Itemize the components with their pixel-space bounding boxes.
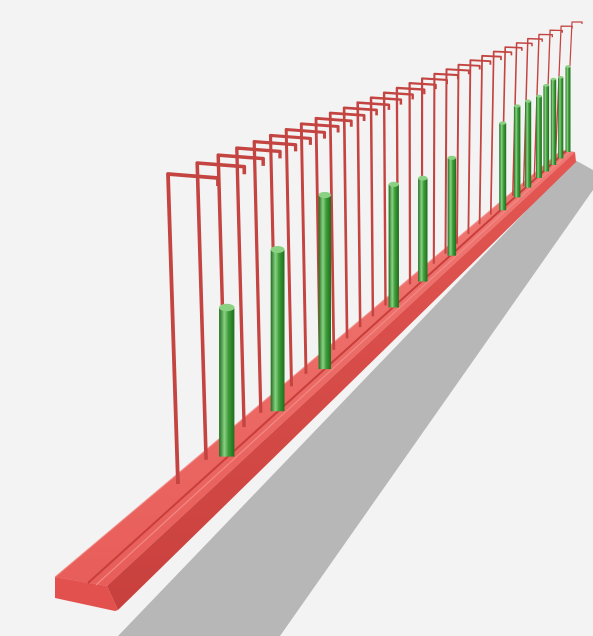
green-stem-cap: [318, 191, 331, 199]
wire-brackets: [166, 21, 583, 485]
green-stem-body: [525, 101, 532, 188]
green-stem: [318, 191, 331, 370]
green-stem: [565, 65, 571, 152]
green-stem-body: [513, 106, 521, 198]
green-stem-cap: [447, 155, 457, 160]
wire-bracket: [195, 161, 247, 460]
green-stems: [219, 65, 571, 457]
green-stem: [550, 77, 557, 165]
green-stem-body: [550, 79, 557, 165]
green-stem-body: [565, 66, 571, 152]
wire-bracket: [216, 153, 265, 443]
rail-top-face: [55, 150, 575, 586]
wire-bracket: [489, 50, 513, 215]
green-stem: [536, 94, 542, 178]
rail-groove-2: [95, 151, 571, 586]
green-stem-cap: [565, 65, 571, 68]
green-stem-cap: [388, 181, 399, 187]
green-stem-body: [558, 77, 564, 159]
wire-bracket: [314, 116, 353, 362]
green-stem: [543, 84, 550, 172]
green-stem-body: [499, 123, 507, 211]
green-stem: [447, 155, 457, 256]
green-stem-cap: [536, 94, 542, 98]
green-stem-cap: [550, 77, 557, 81]
rail-edge-highlight: [54, 149, 563, 578]
wire-bracket: [342, 106, 378, 339]
green-stem: [270, 246, 285, 412]
green-stem-cap: [513, 104, 521, 108]
green-stem-cap: [499, 121, 507, 125]
green-stem-body: [447, 157, 457, 256]
wire-bracket: [299, 122, 340, 374]
green-stem: [388, 181, 399, 308]
green-stem: [513, 104, 521, 198]
green-stem-cap: [418, 175, 428, 181]
wire-bracket: [456, 63, 481, 244]
green-stem-body: [219, 307, 235, 457]
rail-end-cap: [55, 577, 118, 611]
green-stem: [418, 175, 428, 282]
green-stem-cap: [270, 246, 285, 253]
green-stem-body: [536, 96, 542, 178]
green-stem-body: [270, 249, 285, 412]
green-stem-body: [388, 184, 399, 308]
wire-bracket: [328, 111, 366, 350]
green-stem-cap: [219, 303, 235, 312]
green-stem-body: [418, 178, 428, 282]
rail-front-face: [107, 152, 576, 610]
green-stem-body: [318, 195, 331, 370]
wire-bracket: [382, 91, 414, 306]
green-stem-cap: [543, 84, 549, 87]
rail-base: [54, 149, 576, 611]
wire-bracket: [478, 54, 502, 225]
wire-bracket: [356, 101, 391, 328]
green-stem: [499, 121, 507, 211]
green-stem: [525, 99, 532, 188]
green-stem-body: [543, 85, 550, 172]
green-stem: [219, 303, 235, 457]
wire-bracket: [467, 59, 492, 235]
rail-shadow: [118, 160, 593, 636]
wire-bracket: [252, 139, 298, 413]
green-stem-cap: [558, 76, 564, 79]
wire-bracket: [284, 127, 327, 387]
green-stem-cap: [525, 99, 532, 103]
wire-bracket: [235, 146, 282, 428]
green-stem: [558, 76, 564, 159]
wire-bracket: [166, 172, 220, 485]
wire-bracket: [369, 96, 403, 317]
